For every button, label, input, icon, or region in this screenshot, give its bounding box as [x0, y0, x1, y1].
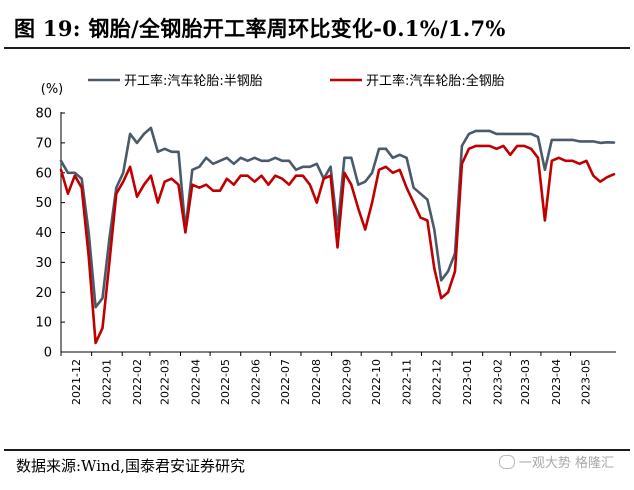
x-tick-label: 2023-03 [519, 359, 532, 405]
y-axis-label: (%) [41, 82, 64, 97]
legend-label: 开工率:汽车轮胎:全钢胎 [366, 73, 505, 89]
x-tick-label: 2023-02 [491, 359, 504, 405]
x-tick-label: 2022-05 [219, 359, 232, 405]
y-tick-label: 50 [35, 196, 52, 211]
x-tick-label: 2022-01 [100, 359, 113, 405]
source-note: 数据来源:Wind,国泰君安证券研究 [16, 457, 246, 475]
y-tick-label: 30 [35, 256, 52, 271]
series-layer [59, 126, 616, 345]
x-tick-label: 2022-07 [279, 359, 292, 405]
chart-legend: 开工率:汽车轮胎:半钢胎 开工率:汽车轮胎:全钢胎 [88, 73, 505, 89]
x-tick-label: 2022-06 [250, 359, 263, 405]
y-tick-label: 70 [35, 136, 52, 151]
watermark-text: 一观大势 格隆汇 [518, 456, 614, 471]
y-tick-label: 0 [44, 346, 52, 361]
x-tick-label: 2023-01 [461, 359, 474, 405]
line-chart: 开工率:汽车轮胎:半钢胎 开工率:汽车轮胎:全钢胎 (%) 0 10 20 30 40 50 6… [35, 73, 616, 405]
chart-axes: (%) 0 10 20 30 40 50 60 70 80 2021-12 2022-01 2022-0… [35, 82, 616, 405]
series-line-all-steel [59, 144, 616, 345]
series-line-semi-steel [59, 126, 616, 309]
x-tick-label: 2022-08 [310, 359, 323, 405]
y-tick-label: 60 [35, 166, 52, 181]
y-tick-label: 40 [35, 226, 52, 241]
title-rule [4, 47, 630, 49]
x-tick-label: 2022-02 [131, 359, 144, 405]
x-tick-label: 2023-04 [550, 359, 563, 405]
x-tick-label: 2022-10 [370, 359, 383, 405]
y-tick-label: 20 [35, 286, 52, 301]
x-tick-label: 2022-04 [189, 359, 202, 405]
x-tick-label: 2023-05 [579, 359, 592, 405]
chart-title: 图 19: 钢胎/全钢胎开工率周环比变化-0.1%/1.7% [14, 16, 506, 41]
x-tick-label: 2022-03 [159, 359, 172, 405]
watermark: 一观大势 格隆汇 [498, 452, 614, 471]
x-tick-label: 2021-12 [70, 359, 83, 405]
x-tick-label: 2022-11 [401, 359, 414, 405]
y-tick-label: 80 [35, 107, 52, 122]
wechat-icon [498, 455, 515, 469]
x-tick-label: 2022-09 [340, 359, 353, 405]
legend-label: 开工率:汽车轮胎:半钢胎 [124, 73, 263, 89]
y-tick-label: 10 [35, 316, 52, 331]
x-tick-label: 2022-12 [430, 359, 443, 405]
source-rule [4, 449, 630, 451]
